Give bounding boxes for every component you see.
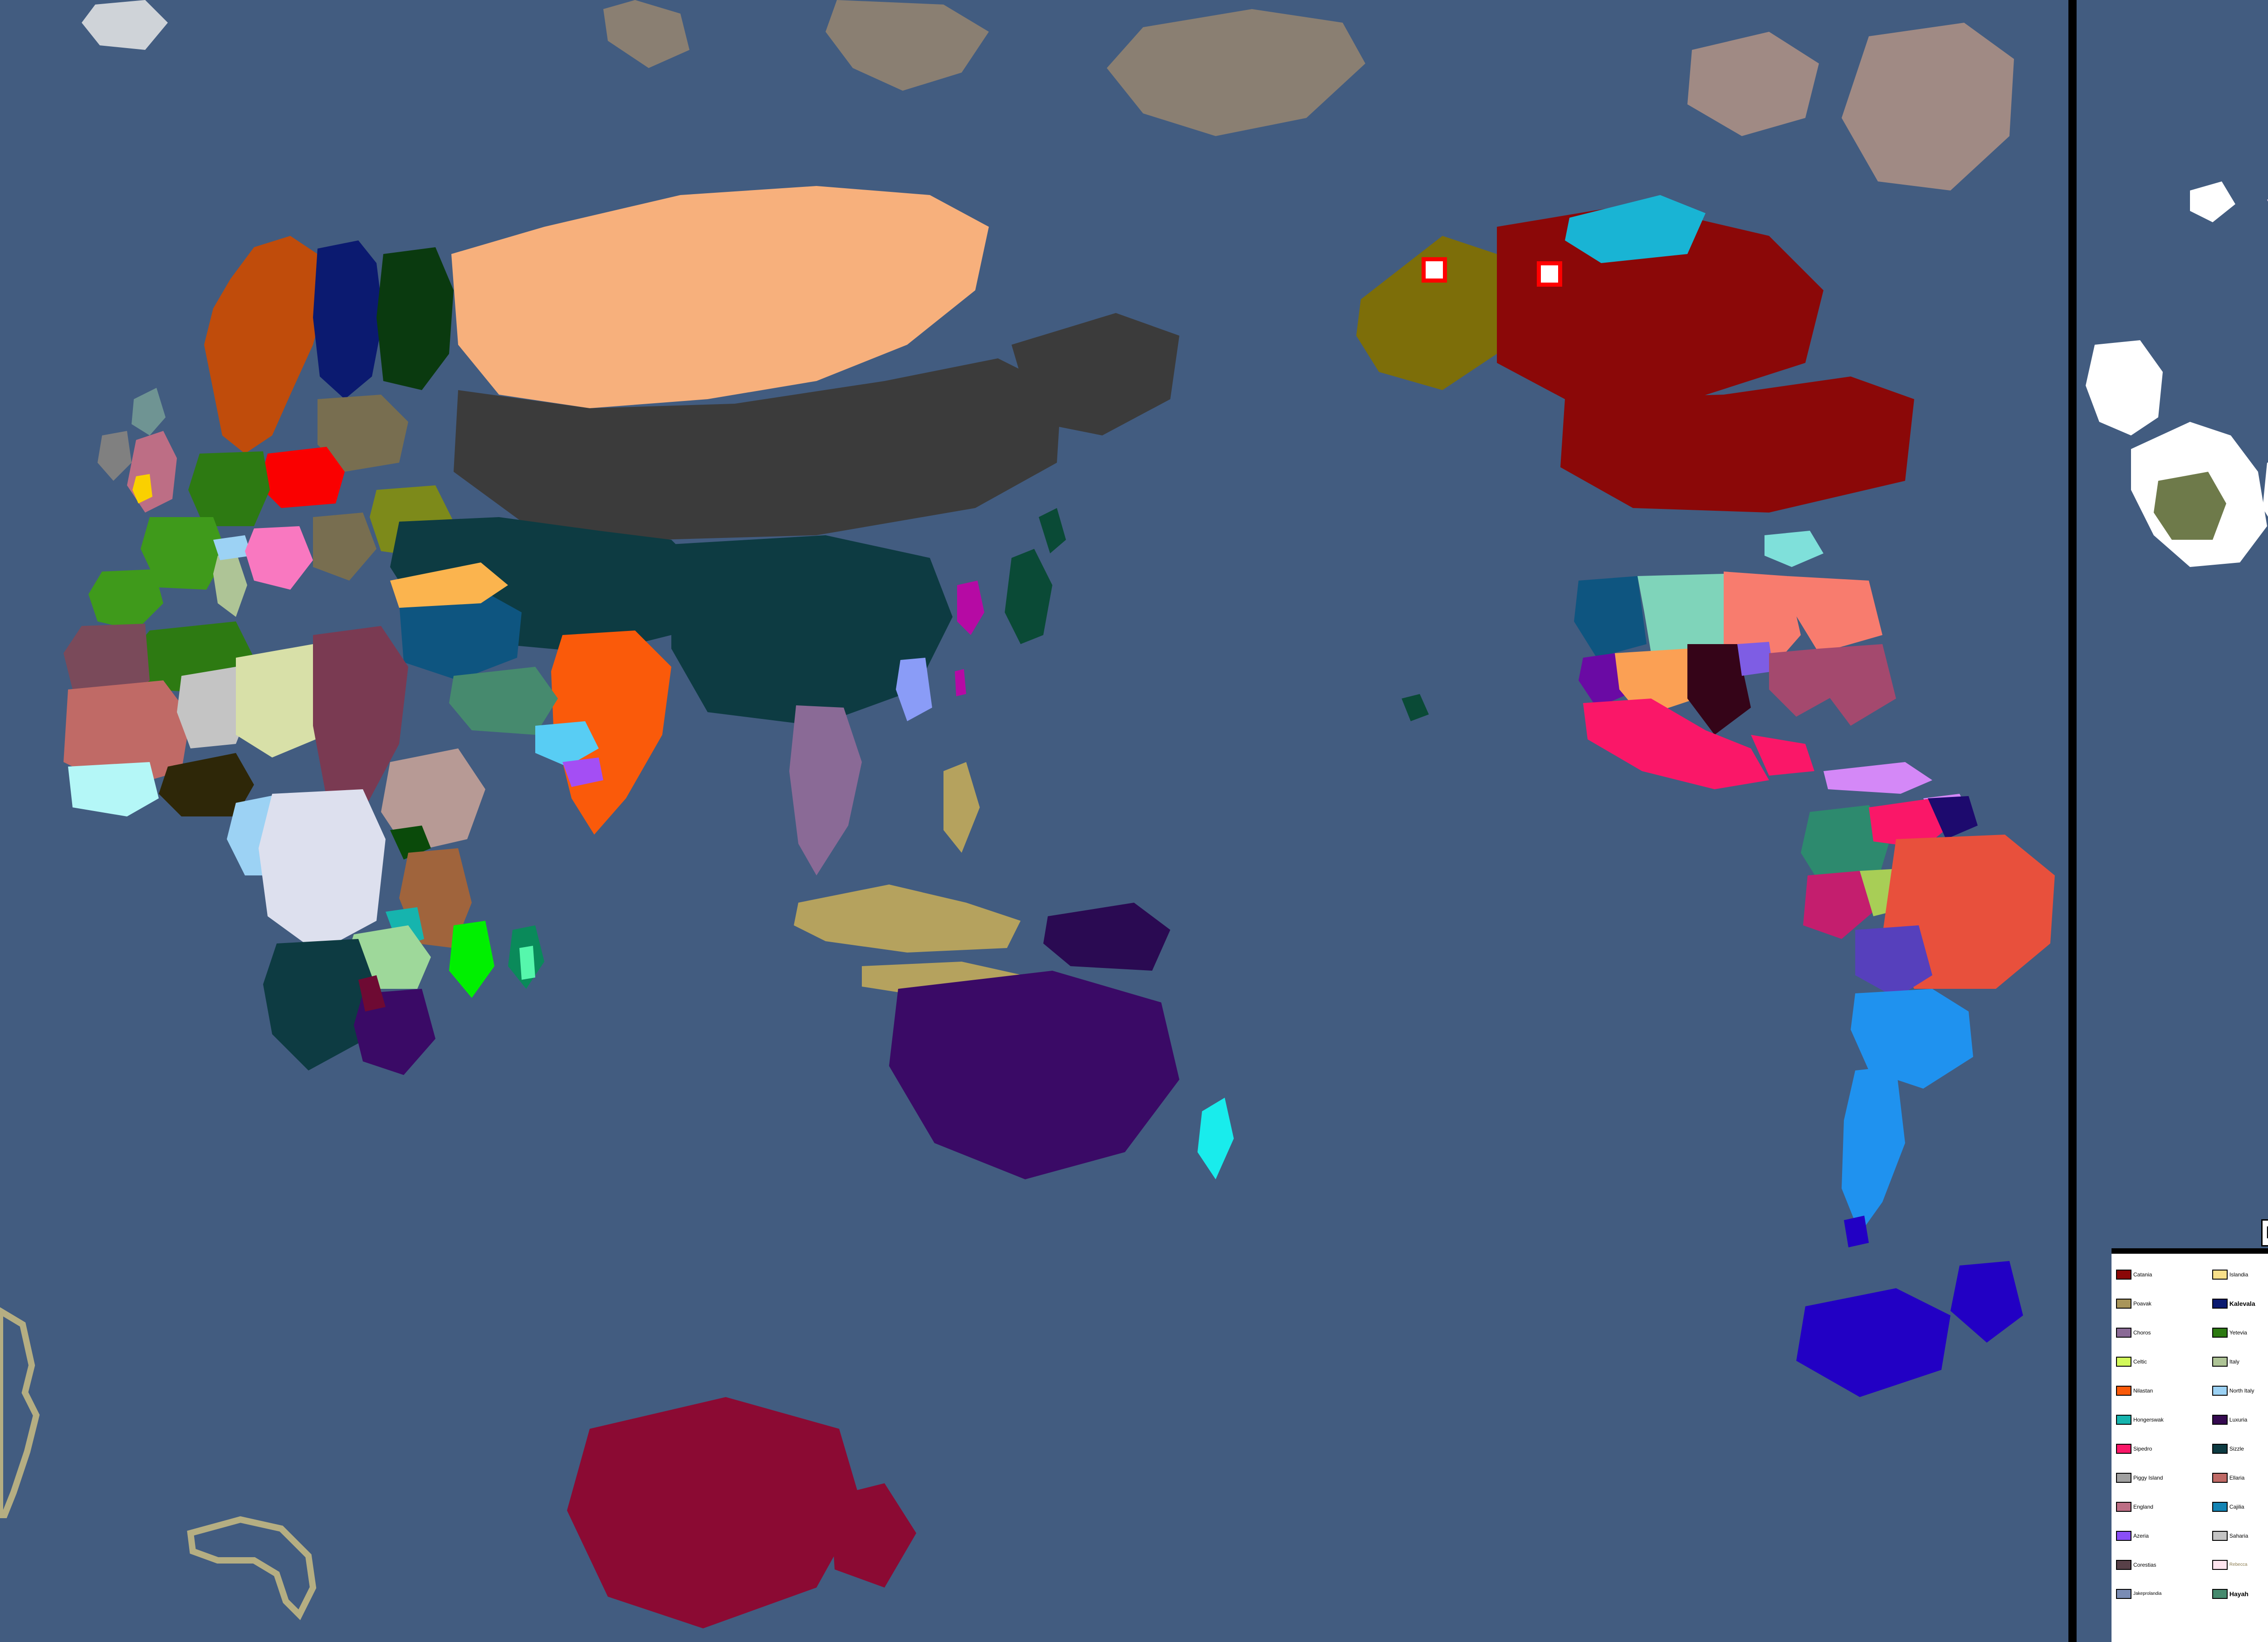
legend-entry-nilastan: Nilastan xyxy=(2115,1376,2211,1405)
legend-colour-swatch xyxy=(2212,1328,2228,1338)
legend-entry-north-italy: North Italy xyxy=(2211,1376,2268,1405)
legend-colour-swatch xyxy=(2212,1415,2228,1425)
legend-entry-choros: Choros xyxy=(2115,1318,2211,1347)
legend-entry-islandia: Islandia xyxy=(2211,1260,2268,1289)
legend-colour-swatch xyxy=(2116,1415,2131,1425)
legend-country-name: Hayah xyxy=(2229,1590,2248,1598)
legend-country-name: Ellaria xyxy=(2229,1475,2245,1481)
info-bar: Info RP Exclusion zone Political Boundar… xyxy=(2261,1219,2268,1246)
legend-country-name: Choros xyxy=(2133,1329,2151,1336)
legend-entry-england: England xyxy=(2115,1492,2211,1521)
legend-country-name: Hongerswak xyxy=(2133,1417,2164,1423)
legend-colour-swatch xyxy=(2116,1444,2131,1454)
legend-colour-swatch xyxy=(2212,1473,2228,1483)
legend-entry-luxuria: Luxuria xyxy=(2211,1405,2268,1434)
legend-colour-swatch xyxy=(2116,1531,2131,1541)
info-title: Info xyxy=(2263,1221,2268,1245)
legend-entry-sizzle: Sizzle xyxy=(2211,1434,2268,1463)
legend-entry-kalevala: Kalevala xyxy=(2211,1289,2268,1318)
legend-country-name: Islandia xyxy=(2229,1271,2248,1278)
legend-entry-celtic: Celtic xyxy=(2115,1347,2211,1376)
legend-colour-swatch xyxy=(2212,1357,2228,1367)
legend-entry-yetevia: Yetevia xyxy=(2211,1318,2268,1347)
legend-entry-catania: Catania xyxy=(2115,1260,2211,1289)
legend-colour-swatch xyxy=(2116,1357,2131,1367)
rp-exclusion-zone-marker xyxy=(1537,261,1562,287)
legend-country-name: Celtic xyxy=(2133,1359,2147,1365)
legend-colour-swatch xyxy=(2116,1589,2131,1599)
legend-entry-corestias: Corestias xyxy=(2115,1550,2211,1579)
legend-country-name: England xyxy=(2133,1504,2154,1510)
legend-colour-swatch xyxy=(2116,1560,2131,1570)
legend-colour-swatch xyxy=(2212,1531,2228,1541)
legend-colour-swatch xyxy=(2212,1386,2228,1396)
legend-country-name: Luxuria xyxy=(2229,1417,2248,1423)
legend-colour-swatch xyxy=(2212,1589,2228,1599)
legend-entry-poavak: Poavak xyxy=(2115,1289,2211,1318)
landmasses xyxy=(0,0,2055,1628)
legend-country-name: Cajilia xyxy=(2229,1504,2244,1510)
panel-divider xyxy=(2068,0,2077,1642)
legend-grid: CataniaIslandiaAlicornEteriaSS of Yorica… xyxy=(2112,1254,2268,1608)
legend-entry-hayah: Hayah xyxy=(2211,1579,2268,1608)
polar-territories-map xyxy=(2077,0,2268,1220)
legend-entry-saharia: Saharia xyxy=(2211,1521,2268,1550)
legend-colour-swatch xyxy=(2116,1328,2131,1338)
legend-country-name: Saharia xyxy=(2229,1533,2248,1539)
legend-country-name: Azeria xyxy=(2133,1533,2149,1539)
legend-colour-swatch xyxy=(2116,1502,2131,1512)
legend-colour-swatch xyxy=(2212,1502,2228,1512)
legend-country-name: Kalevala xyxy=(2229,1300,2255,1307)
legend-colour-swatch xyxy=(2116,1299,2131,1309)
legend-country-name: North Italy xyxy=(2229,1388,2254,1394)
polar-landmasses xyxy=(2086,181,2268,567)
legend-entry-cajilia: Cajilia xyxy=(2211,1492,2268,1521)
legend-colour-swatch xyxy=(2116,1386,2131,1396)
legend-entry-azeria: Azeria xyxy=(2115,1521,2211,1550)
legend-country-name: Poavak xyxy=(2133,1300,2152,1307)
legend-entry-sipedro: Sipedro xyxy=(2115,1434,2211,1463)
legend-country-name: Catania xyxy=(2133,1271,2152,1278)
legend-entry-hongerswak: Hongerswak xyxy=(2115,1405,2211,1434)
legend-colour-swatch xyxy=(2116,1473,2131,1483)
legend-country-name: Sipedro xyxy=(2133,1446,2152,1452)
world-political-map xyxy=(0,0,2055,1628)
legend-country-name: Nilastan xyxy=(2133,1388,2153,1394)
legend-entry-rebecca: Rebecca xyxy=(2211,1550,2268,1579)
legend-colour-swatch xyxy=(2116,1270,2131,1280)
legend-country-name: Corestias xyxy=(2133,1562,2156,1568)
legend-country-name: Jakeprolandia xyxy=(2133,1591,2162,1596)
legend-entry-piggy-island: Piggy Island xyxy=(2115,1463,2211,1492)
legend-colour-swatch xyxy=(2212,1270,2228,1280)
legend-country-name: Sizzle xyxy=(2229,1446,2244,1452)
legend-country-name: Yetevia xyxy=(2229,1329,2247,1336)
legend-country-name: Rebecca xyxy=(2229,1562,2248,1567)
legend-colour-swatch xyxy=(2212,1560,2228,1570)
country-colour-legend: Russian Council CataniaIslandiaAlicornEt… xyxy=(2112,1248,2268,1642)
legend-entry-italy: Italy xyxy=(2211,1347,2268,1376)
legend-colour-swatch xyxy=(2212,1299,2228,1309)
rp-exclusion-zone-marker xyxy=(1422,257,1447,283)
legend-colour-swatch xyxy=(2212,1444,2228,1454)
legend-country-name: Piggy Island xyxy=(2133,1475,2163,1481)
legend-entry-ellaria: Ellaria xyxy=(2211,1463,2268,1492)
ocean-background-right xyxy=(2077,0,2268,1220)
legend-country-name: Italy xyxy=(2229,1359,2239,1365)
legend-entry-jakeprolandia: Jakeprolandia xyxy=(2115,1579,2211,1608)
